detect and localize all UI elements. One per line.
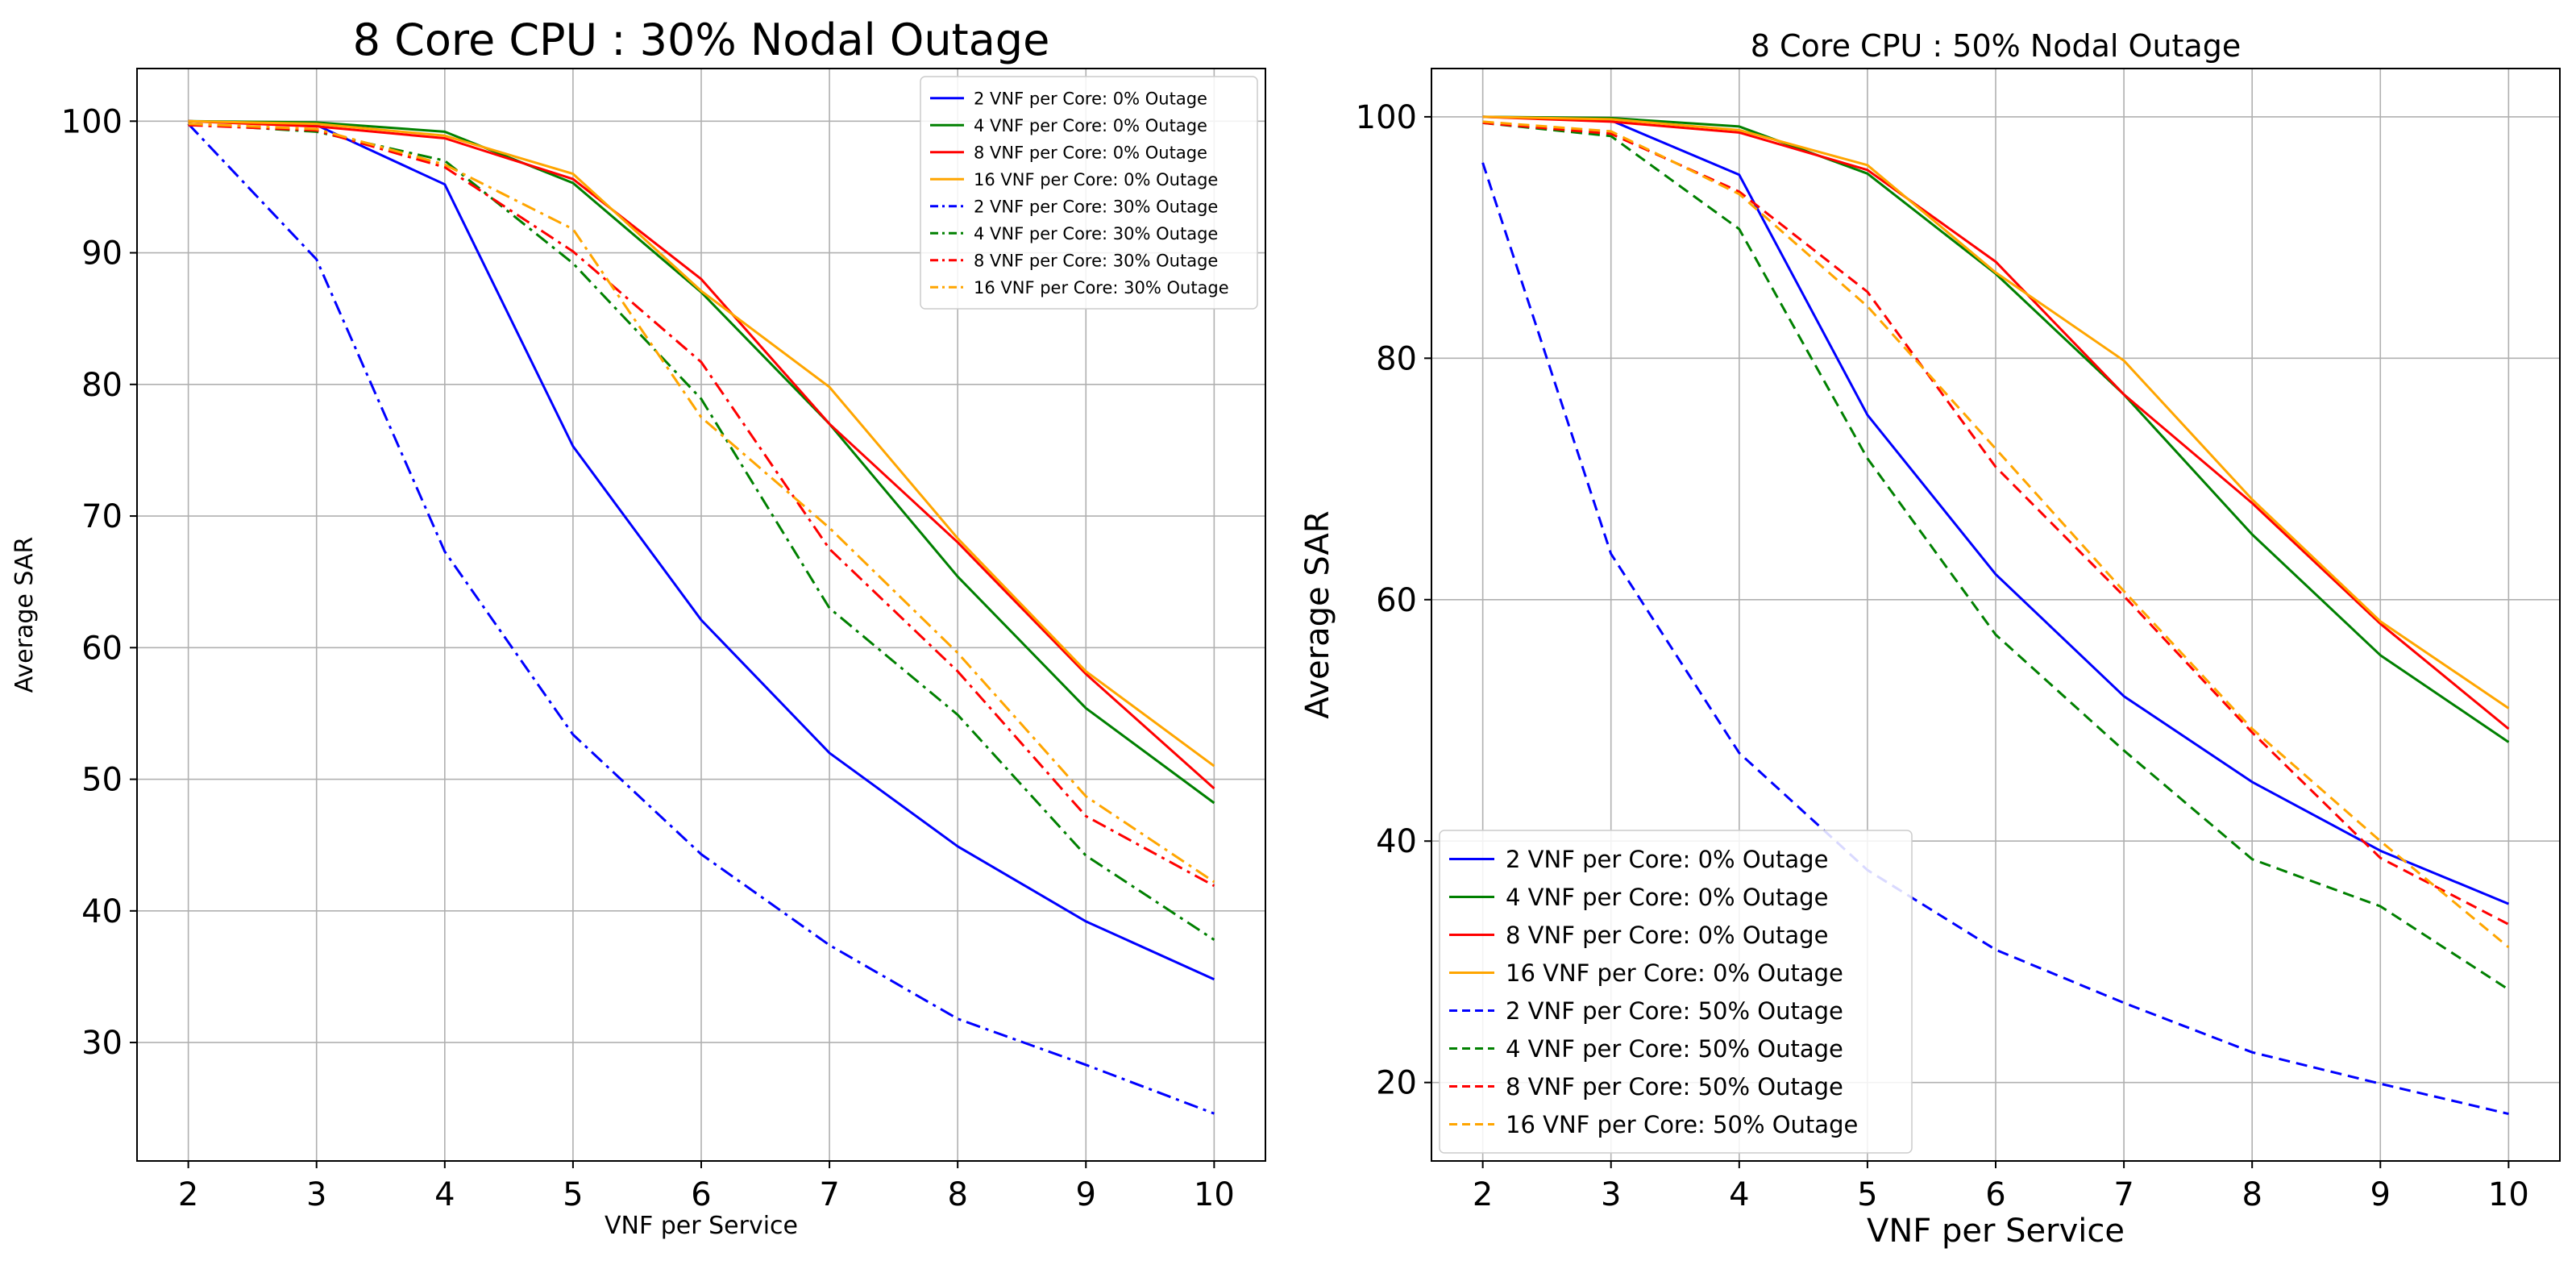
y-tick-label: 30: [81, 1025, 123, 1062]
series-line-6: [188, 123, 1215, 941]
series-line-3: [188, 119, 1215, 790]
legend-label: 8 VNF per Core: 30% Outage: [974, 251, 1218, 270]
y-tick-label: 60: [81, 630, 123, 667]
series-line-5: [187, 123, 1215, 1115]
series-line-4: [1482, 115, 2510, 709]
y-tick-label: 40: [1376, 823, 1417, 860]
x-tick-label: 10: [1194, 1176, 1235, 1213]
legend-label: 2 VNF per Core: 0% Outage: [1506, 846, 1828, 873]
legend-label: 2 VNF per Core: 0% Outage: [974, 89, 1207, 108]
x-tick-label: 6: [1985, 1176, 2005, 1213]
x-tick-label: 3: [306, 1176, 326, 1213]
x-tick-label: 9: [1076, 1176, 1096, 1213]
series-line-1: [1482, 115, 2509, 905]
legend-label: 4 VNF per Core: 50% Outage: [1506, 1035, 1843, 1063]
x-tick-label: 10: [2488, 1176, 2529, 1213]
legend-label: 4 VNF per Core: 0% Outage: [974, 116, 1207, 135]
y-axis-label: Average SAR: [1299, 510, 1336, 718]
x-tick-label: 4: [1729, 1176, 1749, 1213]
series-line-4: [188, 119, 1215, 768]
series-line-8: [1482, 120, 2510, 949]
x-tick-label: 8: [947, 1176, 967, 1213]
y-tick-label: 100: [61, 103, 123, 140]
y-tick-label: 80: [81, 367, 123, 404]
legend-label: 16 VNF per Core: 50% Outage: [1506, 1111, 1858, 1138]
series-line-7: [188, 123, 1215, 888]
series-line-7: [1482, 121, 2510, 926]
x-tick-label: 4: [434, 1176, 455, 1213]
legend-box: [920, 76, 1258, 310]
x-tick-label: 2: [178, 1176, 198, 1213]
legend-label: 8 VNF per Core: 0% Outage: [974, 143, 1207, 162]
x-tick-label: 8: [2242, 1176, 2262, 1213]
y-tick-label: 60: [1376, 582, 1417, 619]
legend-label: 2 VNF per Core: 30% Outage: [974, 197, 1218, 216]
legend-label: 4 VNF per Core: 0% Outage: [1506, 884, 1828, 911]
x-tick-label: 5: [1857, 1176, 1877, 1213]
x-tick-label: 3: [1601, 1176, 1621, 1213]
x-tick-label: 5: [563, 1176, 583, 1213]
legend-label: 16 VNF per Core: 30% Outage: [974, 278, 1229, 297]
y-tick-label: 100: [1356, 99, 1417, 136]
series-line-8: [188, 123, 1215, 884]
y-tick-label: 90: [81, 235, 123, 273]
x-tick-label: 7: [2113, 1176, 2134, 1213]
legend-label: 4 VNF per Core: 30% Outage: [974, 224, 1218, 243]
x-tick-label: 6: [691, 1176, 711, 1213]
y-tick-label: 40: [81, 893, 123, 930]
legend: 2 VNF per Core: 0% Outage 4 VNF per Core:…: [920, 76, 1258, 310]
legend-label: 8 VNF per Core: 0% Outage: [1506, 922, 1828, 949]
legend-box: [1439, 830, 1913, 1154]
y-tick-label: 70: [81, 498, 123, 535]
legend-label: 8 VNF per Core: 50% Outage: [1506, 1073, 1843, 1100]
y-tick-label: 80: [1376, 340, 1417, 377]
chart-2: 2 3 4 5 6 7 8 9 10 20 40 60 80 100 8 Core CPU : 50% No…: [1299, 28, 2561, 1250]
series-line-3: [1482, 115, 2510, 730]
series-line-5: [1481, 162, 2509, 1116]
y-tick-label: 50: [81, 762, 123, 799]
legend-label: 16 VNF per Core: 0% Outage: [974, 170, 1218, 189]
chart-title: 8 Core CPU : 50% Nodal Outage: [1751, 28, 2241, 64]
x-tick-label: 2: [1473, 1176, 1493, 1213]
series-line-6: [1482, 121, 2510, 991]
legend: 2 VNF per Core: 0% Outage 4 VNF per Core:…: [1439, 830, 1913, 1154]
y-axis-label: Average SAR: [10, 537, 39, 693]
x-axis-label: VNF per Service: [605, 1212, 798, 1240]
chart-1: 2 3 4 5 6 7 8 9 10 30 40 50 60 70 80 90 100 8 Core CPU : …: [10, 15, 1266, 1240]
legend-label: 16 VNF per Core: 0% Outage: [1506, 959, 1843, 987]
x-tick-label: 7: [819, 1176, 839, 1213]
legend-label: 2 VNF per Core: 50% Outage: [1506, 997, 1843, 1025]
series-line-1: [188, 119, 1215, 981]
y-tick-label: 20: [1376, 1065, 1417, 1102]
x-tick-label: 9: [2370, 1176, 2391, 1213]
x-axis-label: VNF per Service: [1867, 1213, 2125, 1250]
chart-title: 8 Core CPU : 30% Nodal Outage: [353, 15, 1050, 65]
